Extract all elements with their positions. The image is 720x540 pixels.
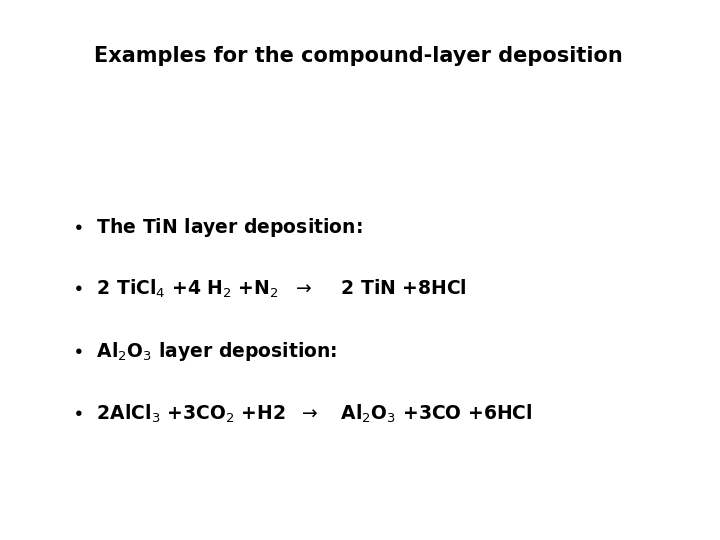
Text: Examples for the compound-layer deposition: Examples for the compound-layer depositi… bbox=[94, 46, 622, 66]
Text: $\bullet$  Al$_2$O$_3$ layer deposition:: $\bullet$ Al$_2$O$_3$ layer deposition: bbox=[72, 340, 337, 363]
Text: $\bullet$  The TiN layer deposition:: $\bullet$ The TiN layer deposition: bbox=[72, 216, 362, 239]
Text: $\bullet$  2 TiCl$_4$ +4 H$_2$ +N$_2$  $\rightarrow$    2 TiN +8HCl: $\bullet$ 2 TiCl$_4$ +4 H$_2$ +N$_2$ $\r… bbox=[72, 278, 467, 300]
Text: $\bullet$  2AlCl$_3$ +3CO$_2$ +H2  $\rightarrow$   Al$_2$O$_3$ +3CO +6HCl: $\bullet$ 2AlCl$_3$ +3CO$_2$ +H2 $\right… bbox=[72, 402, 532, 424]
